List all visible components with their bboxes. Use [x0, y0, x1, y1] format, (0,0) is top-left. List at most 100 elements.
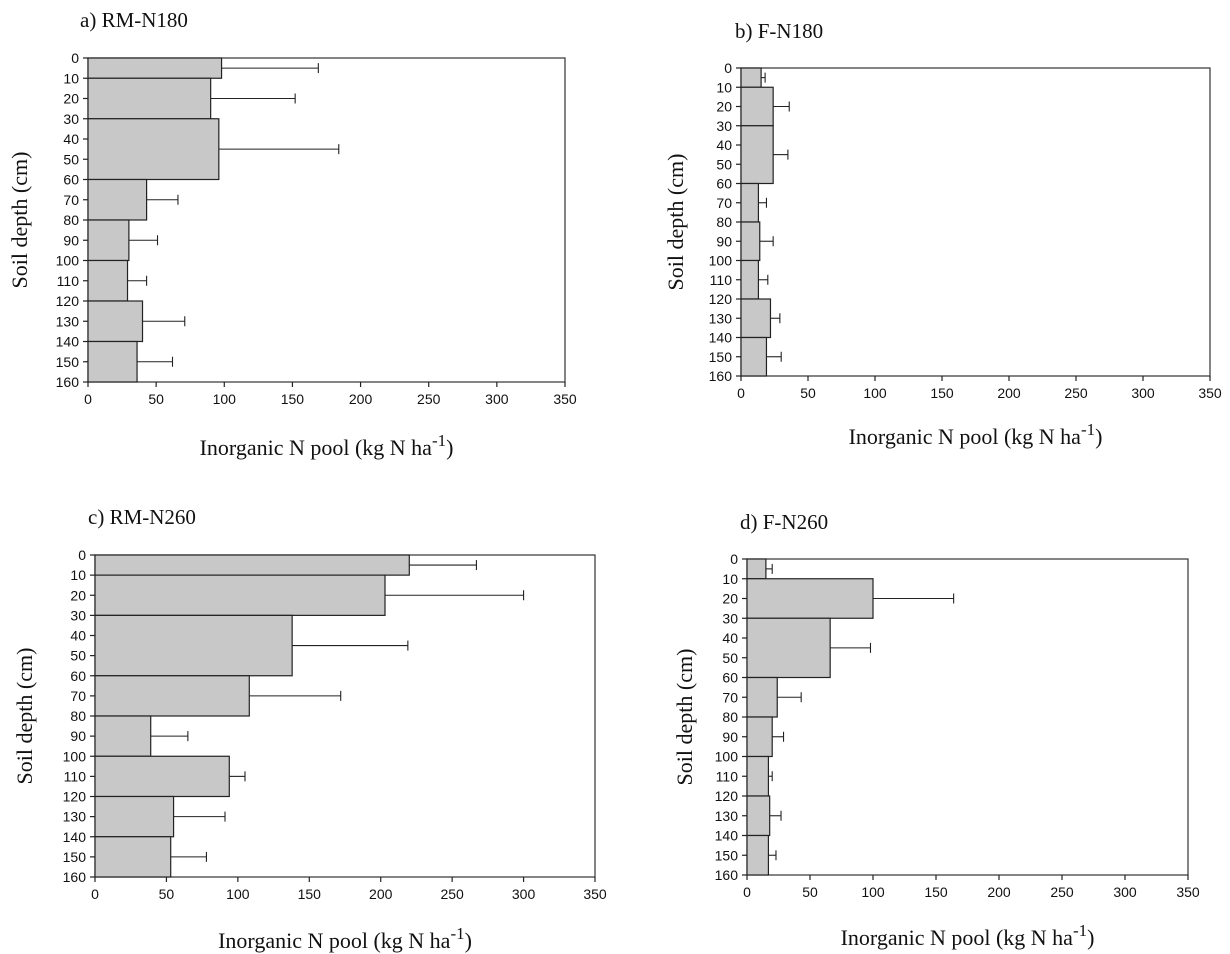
y-tick-label: 100	[63, 748, 87, 764]
y-tick-label: 150	[63, 849, 87, 865]
y-tick-label: 30	[70, 607, 86, 623]
y-tick-label: 120	[709, 291, 733, 307]
bar	[94, 836, 172, 878]
x-tick-label: 200	[987, 884, 1011, 900]
x-tick-label: 200	[349, 391, 373, 407]
y-tick-label: 60	[722, 670, 738, 686]
x-tick-label: 250	[417, 391, 441, 407]
x-tick-label: 150	[924, 884, 948, 900]
bar	[746, 795, 771, 837]
y-tick-label: 10	[63, 70, 79, 86]
x-axis-title: Inorganic N pool (kg N ha-1)	[200, 431, 454, 460]
chart-panel-3: d) F-N260 0 10 20 30 40 50 60 70 80 90 100 110 120 130…	[672, 510, 1200, 950]
y-tick-label: 150	[56, 354, 80, 370]
bar	[94, 574, 386, 616]
x-tick-label: 300	[1131, 385, 1155, 401]
y-tick-label: 90	[63, 232, 79, 248]
bar	[87, 300, 144, 343]
y-axis-title: Soil depth (cm)	[672, 649, 697, 786]
bar	[94, 715, 152, 757]
x-tick-label: 50	[800, 385, 816, 401]
x-tick-label: 0	[743, 884, 751, 900]
x-tick-label: 250	[1064, 385, 1088, 401]
y-tick-label: 70	[63, 192, 79, 208]
x-tick-label: 100	[861, 884, 885, 900]
panel-title: b) F-N180	[735, 19, 823, 43]
y-tick-label: 20	[70, 587, 86, 603]
bar	[94, 795, 175, 838]
x-tick-label: 350	[553, 391, 577, 407]
y-tick-label: 110	[716, 768, 739, 784]
x-tick-label: 100	[863, 385, 887, 401]
x-tick-label: 0	[84, 391, 92, 407]
y-tick-label: 50	[716, 156, 732, 172]
y-axis-title: Soil depth (cm)	[12, 648, 37, 785]
y-tick-label: 70	[722, 689, 738, 705]
y-tick-label: 50	[70, 648, 86, 664]
y-tick-label: 80	[716, 214, 732, 230]
x-tick-label: 100	[213, 391, 237, 407]
chart-panel-1: b) F-N180 0 10 20 30 40 50 60 70 80 90 100 110 120 130…	[663, 19, 1222, 449]
y-axis-title: Soil depth (cm)	[7, 152, 32, 289]
y-tick-label: 100	[715, 749, 739, 765]
y-tick-label: 0	[724, 60, 732, 76]
x-tick-label: 150	[281, 391, 305, 407]
y-tick-label: 110	[57, 273, 80, 289]
y-tick-label: 160	[63, 869, 87, 885]
y-tick-label: 60	[63, 172, 79, 188]
y-tick-label: 10	[70, 567, 86, 583]
y-tick-label: 40	[70, 628, 86, 644]
x-tick-label: 350	[1176, 884, 1200, 900]
bar	[740, 298, 772, 339]
y-tick-label: 140	[715, 828, 739, 844]
plot-frame	[740, 67, 1211, 377]
y-tick-label: 160	[709, 368, 733, 384]
y-tick-label: 0	[71, 50, 79, 66]
x-axis-title: Inorganic N pool (kg N ha-1)	[841, 921, 1095, 950]
y-tick-label: 30	[722, 610, 738, 626]
y-tick-label: 0	[730, 551, 738, 567]
bar	[740, 67, 762, 88]
bar	[87, 118, 220, 181]
bar	[746, 755, 770, 797]
y-tick-label: 130	[709, 310, 733, 326]
y-tick-label: 90	[716, 233, 732, 249]
bar	[746, 716, 773, 758]
bar	[746, 578, 874, 619]
bar	[87, 77, 212, 120]
bar	[746, 834, 770, 876]
bar	[746, 558, 767, 580]
x-tick-label: 300	[1113, 884, 1137, 900]
y-tick-label: 130	[63, 809, 87, 825]
y-tick-label: 120	[63, 789, 87, 805]
y-tick-label: 70	[70, 688, 86, 704]
y-tick-label: 90	[70, 728, 86, 744]
bar	[94, 614, 293, 677]
x-tick-label: 50	[148, 391, 164, 407]
y-tick-label: 80	[70, 708, 86, 724]
x-tick-label: 50	[802, 884, 818, 900]
y-tick-label: 80	[63, 212, 79, 228]
x-tick-label: 300	[512, 886, 536, 902]
y-tick-label: 120	[56, 293, 80, 309]
y-tick-label: 100	[56, 253, 80, 269]
x-tick-label: 0	[737, 385, 745, 401]
x-tick-label: 350	[583, 886, 607, 902]
panel-title: a) RM-N180	[80, 8, 188, 32]
y-tick-label: 50	[63, 151, 79, 167]
x-tick-label: 50	[159, 886, 175, 902]
bar	[740, 336, 768, 377]
bar	[87, 259, 129, 302]
y-tick-label: 150	[715, 847, 739, 863]
y-tick-label: 60	[70, 668, 86, 684]
y-tick-label: 100	[709, 253, 733, 269]
y-tick-label: 140	[709, 330, 733, 346]
bar	[740, 259, 760, 300]
x-tick-label: 100	[226, 886, 250, 902]
y-tick-label: 40	[716, 137, 732, 153]
bar	[740, 221, 761, 262]
y-tick-label: 80	[722, 709, 738, 725]
y-tick-label: 40	[722, 630, 738, 646]
bar	[740, 86, 774, 127]
